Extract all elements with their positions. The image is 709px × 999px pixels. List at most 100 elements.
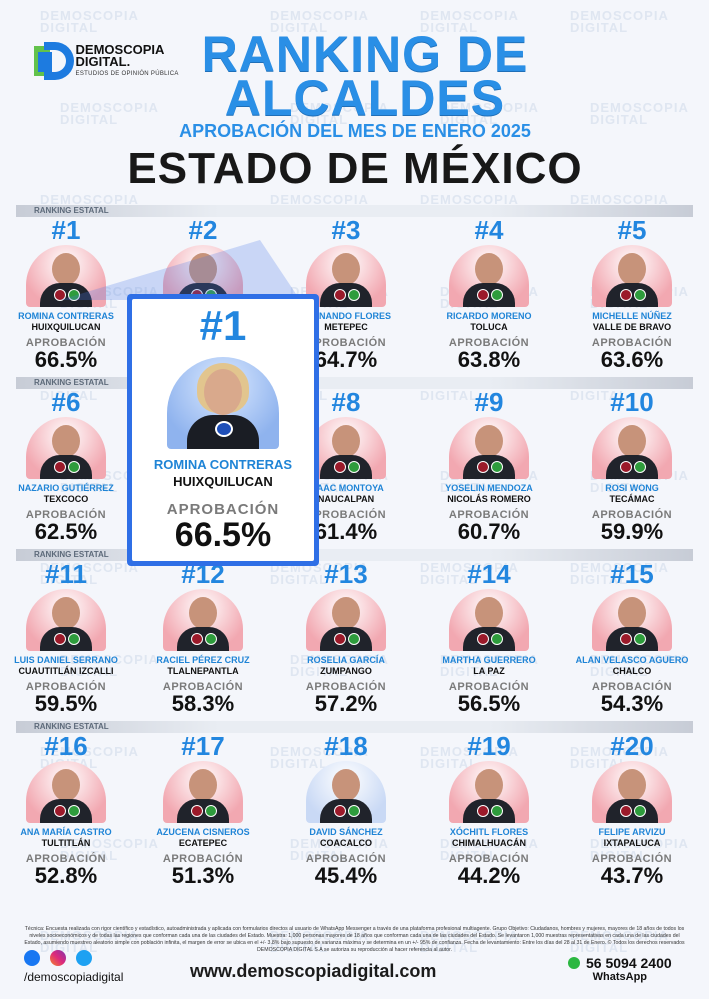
approval-value: 59.9% (600, 519, 664, 544)
mayor-photo (163, 589, 243, 651)
approval-label: APROBACIÓN (591, 853, 673, 865)
state-heading: ESTADO DE MÉXICO (127, 144, 583, 193)
party-badge-icon (54, 289, 66, 301)
mayor-name: ALAN VELASCO AGUERO (575, 655, 689, 665)
rank-number: #15 (610, 559, 654, 589)
mayor-photo (449, 589, 529, 651)
featured-connector (60, 240, 300, 300)
party-badge-icon (634, 461, 646, 473)
approval-label: APROBACIÓN (305, 337, 387, 349)
mayor-photo (592, 245, 672, 307)
brand-tagline: ESTUDIOS DE OPINIÓN PÚBLICA (75, 71, 179, 77)
mayor-city: TULTITLÁN (41, 838, 91, 848)
rank-number: #11 (45, 559, 87, 589)
mayor-name: ROSI WONG (605, 483, 659, 493)
mayor-city: HUIXQUILUCAN (31, 322, 101, 332)
mayor-name: ROMINA CONTRERAS (18, 311, 114, 321)
mayor-name: AZUCENA CISNEROS (156, 827, 250, 837)
mayor-city: ECATEPEC (178, 838, 228, 848)
whatsapp-label: WhatsApp (592, 971, 648, 983)
approval-value: 43.7% (600, 863, 664, 888)
ranking-row: #11 LUIS DANIEL SERRANO CUAUTITLÁN IZCALLI… (0, 559, 709, 729)
mayor-photo (449, 761, 529, 823)
facebook-icon[interactable] (24, 950, 40, 966)
ranking-band: RANKING ESTATAL (16, 721, 693, 733)
mayor-name: ROSELIA GARCÍA (307, 655, 385, 665)
brand-name: DEMOSCOPIA DIGITAL. (75, 42, 164, 69)
party-badge-icon (634, 805, 646, 817)
mayor-name: XÓCHITL FLORES (449, 827, 529, 837)
party-badge-icon (191, 633, 203, 645)
mayor-city: CHIMALHUACÁN (452, 838, 526, 848)
approval-label: APROBACIÓN (448, 337, 530, 349)
rank-number: #19 (467, 731, 511, 761)
mayor-card: #18 DAVID SÁNCHEZ COACALCO APROBACIÓN 45.4% (276, 731, 416, 901)
party-badge-icon (54, 461, 66, 473)
approval-value: 62.5% (34, 519, 98, 544)
approval-label: APROBACIÓN (25, 509, 107, 521)
party-badge-icon (477, 633, 489, 645)
mayor-photo (26, 245, 106, 307)
band-label: RANKING ESTATAL (34, 722, 109, 731)
mayor-city: COACALCO (320, 838, 372, 848)
featured-city: HUIXQUILUCAN (173, 474, 273, 489)
rank-number: #17 (181, 731, 225, 761)
party-badge-icon (68, 633, 80, 645)
rank-number: #20 (610, 731, 654, 761)
approval-label: APROBACIÓN (591, 509, 673, 521)
approval-value: 52.8% (34, 863, 98, 888)
page-subtitle: APROBACIÓN DEL MES DE ENERO 2025 (179, 121, 531, 141)
mayor-name: MARTHA GUERRERO (442, 655, 536, 665)
approval-label: APROBACIÓN (305, 853, 387, 865)
approval-value: 58.3% (171, 691, 235, 716)
mayor-photo (449, 417, 529, 479)
approval-value: 51.3% (171, 863, 235, 888)
logo-mark-icon (34, 42, 74, 82)
featured-card: #1 ROMINA CONTRERAS HUIXQUILUCAN APROBAC… (127, 294, 319, 566)
mayor-name: MICHELLE NÚÑEZ (592, 311, 672, 321)
party-badge-icon (334, 461, 346, 473)
rank-number: #1 (51, 215, 81, 245)
mayor-city: CUAUTITLÁN IZCALLI (18, 666, 114, 676)
approval-value: 59.5% (34, 691, 98, 716)
approval-label: APROBACIÓN (591, 337, 673, 349)
mayor-photo (306, 589, 386, 651)
party-badge-icon (205, 633, 217, 645)
whatsapp-icon (568, 957, 580, 969)
mayor-name: ANA MARÍA CASTRO (20, 827, 112, 837)
instagram-icon[interactable] (50, 950, 66, 966)
party-badge-icon (215, 421, 233, 437)
mayor-city: TLALNEPANTLA (167, 666, 239, 676)
mayor-card: #1 ROMINA CONTRERAS HUIXQUILUCAN APROBACIÓN… (0, 215, 136, 385)
mayor-photo (26, 417, 106, 479)
approval-label: APROBACIÓN (25, 681, 107, 693)
approval-value: 63.8% (457, 347, 521, 372)
mayor-card: #6 NAZARIO GUTIÉRREZ TEXCOCO APROBACIÓN 62.5… (0, 387, 136, 557)
whatsapp-number[interactable]: 56 5094 2400 (586, 955, 672, 971)
header: DEMOSCOPIA DIGITAL. ESTUDIOS DE OPINIÓN … (0, 0, 709, 205)
mayor-city: ZUMPANGO (320, 666, 372, 676)
rank-number: #13 (324, 559, 368, 589)
mayor-name: LUIS DANIEL SERRANO (14, 655, 118, 665)
mayor-photo (306, 245, 386, 307)
mayor-card: #3 FERNANDO FLORES METEPEC APROBACIÓN 64.7% (276, 215, 416, 385)
mayor-name: DAVID SÁNCHEZ (309, 827, 383, 837)
party-badge-icon (477, 461, 489, 473)
approval-label: APROBACIÓN (25, 853, 107, 865)
twitter-icon[interactable] (76, 950, 92, 966)
mayor-photo (592, 589, 672, 651)
social-handle: /demoscopiadigital (24, 970, 124, 984)
approval-label: APROBACIÓN (25, 337, 107, 349)
website-link[interactable]: www.demoscopiadigital.com (190, 961, 437, 981)
featured-name: ROMINA CONTRERAS (153, 457, 293, 472)
mayor-city: IXTAPALUCA (603, 838, 661, 848)
approval-label: APROBACIÓN (591, 681, 673, 693)
mayor-card: #8 ISAAC MONTOYA NAUCALPAN APROBACIÓN 61.4% (276, 387, 416, 557)
title-line-2: ALCALDES (224, 70, 506, 126)
mayor-photo (592, 417, 672, 479)
rank-number: #14 (467, 559, 511, 589)
mayor-photo (26, 589, 106, 651)
party-badge-icon (477, 805, 489, 817)
rank-number: #4 (474, 215, 504, 245)
mayor-city: TECÁMAC (609, 494, 655, 504)
